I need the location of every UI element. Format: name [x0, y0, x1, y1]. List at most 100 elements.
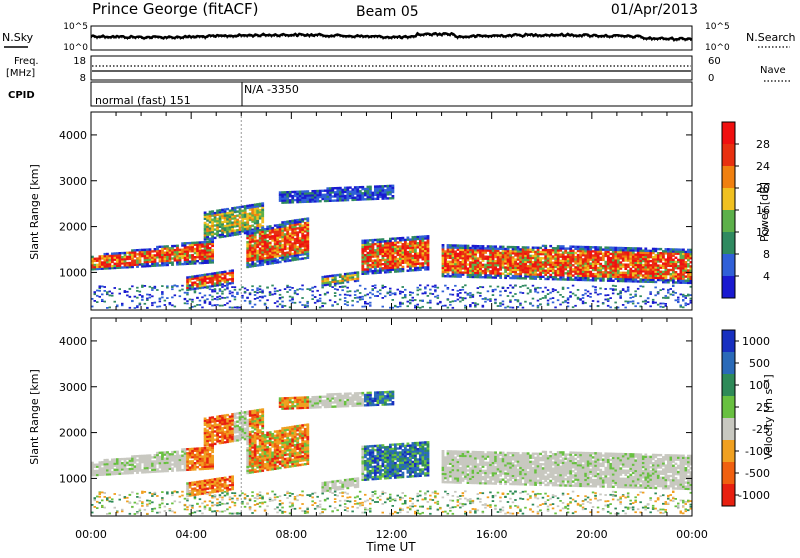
- power-cell: [296, 256, 299, 258]
- power-cell: [672, 259, 675, 261]
- power-cell: [652, 273, 655, 275]
- power-cell: [234, 207, 237, 209]
- power-cell: [229, 224, 232, 226]
- velocity-cell: [199, 454, 202, 456]
- power-cell: [121, 304, 124, 306]
- power-cell: [434, 286, 437, 288]
- power-cell: [497, 254, 500, 256]
- power-cell: [649, 266, 652, 268]
- power-cell: [291, 259, 294, 261]
- power-cell: [254, 244, 257, 246]
- power-cell: [529, 255, 532, 257]
- power-cell: [211, 233, 214, 235]
- power-cell: [387, 261, 390, 263]
- power-cell: [574, 272, 577, 274]
- power-cell: [544, 295, 547, 297]
- velocity-cell: [201, 455, 204, 457]
- power-cell: [457, 273, 460, 275]
- power-cell: [356, 190, 359, 192]
- power-cell: [680, 275, 683, 277]
- power-cell: [672, 252, 675, 254]
- power-cell: [261, 221, 264, 223]
- power-cell: [191, 254, 194, 256]
- power-cell: [367, 258, 370, 260]
- power-cell: [639, 254, 642, 256]
- power-cell: [254, 236, 257, 238]
- power-cell: [572, 264, 575, 266]
- power-cell: [266, 244, 269, 246]
- power-cell: [569, 245, 572, 247]
- power-cell: [467, 272, 470, 274]
- power-cell: [397, 241, 400, 243]
- power-cell: [351, 300, 354, 302]
- power-cell: [256, 250, 259, 252]
- power-cell: [359, 292, 362, 294]
- power-cell: [184, 257, 187, 259]
- velocity-cell: [206, 457, 209, 459]
- velocity-cell: [114, 458, 117, 460]
- power-cell: [191, 244, 194, 246]
- power-cell: [111, 292, 114, 294]
- power-cell: [449, 304, 452, 306]
- power-cell: [687, 276, 690, 278]
- power-cell: [369, 196, 372, 198]
- power-cell: [589, 293, 592, 295]
- velocity-cell: [109, 461, 112, 463]
- power-cell: [562, 247, 565, 249]
- velocity-cell: [184, 469, 187, 471]
- power-cell: [477, 266, 480, 268]
- power-cell: [670, 254, 673, 256]
- power-cell: [372, 270, 375, 272]
- power-cell: [552, 272, 555, 274]
- power-cell: [549, 257, 552, 259]
- velocity-cell: [129, 464, 132, 466]
- power-cell: [271, 262, 274, 264]
- power-cell: [139, 303, 142, 305]
- power-cell: [326, 292, 329, 294]
- power-cell: [584, 267, 587, 269]
- power-cell: [224, 208, 227, 210]
- velocity-cell: [209, 433, 212, 435]
- power-cell: [216, 218, 219, 220]
- power-cell: [442, 246, 445, 248]
- power-cell: [339, 193, 342, 195]
- power-cell: [577, 250, 580, 252]
- power-cell: [271, 254, 274, 256]
- power-cell: [299, 191, 302, 193]
- power-cell: [236, 219, 239, 221]
- colorbar-tick-label: 24: [756, 160, 770, 173]
- power-cell: [467, 267, 470, 269]
- velocity-cell: [94, 470, 97, 472]
- power-cell: [294, 199, 297, 201]
- velocity-cell: [164, 453, 167, 455]
- power-cell: [469, 296, 472, 298]
- power-cell: [687, 265, 690, 267]
- power-cell: [552, 276, 555, 278]
- power-cell: [682, 257, 685, 259]
- velocity-cell: [114, 469, 117, 471]
- power-cell: [344, 300, 347, 302]
- power-cell: [387, 185, 390, 187]
- power-cell: [632, 262, 635, 264]
- power-cell: [384, 185, 387, 187]
- power-cell: [246, 231, 249, 233]
- power-cell: [94, 264, 97, 266]
- power-cell: [254, 250, 257, 252]
- velocity-cell: [206, 465, 209, 467]
- power-cell: [166, 262, 169, 264]
- power-cell: [304, 247, 307, 249]
- power-cell: [256, 287, 259, 289]
- power-cell: [387, 187, 390, 189]
- power-cell: [374, 259, 377, 261]
- power-cell: [349, 191, 352, 193]
- power-cell: [519, 267, 522, 269]
- power-cell: [392, 187, 395, 189]
- power-cell: [361, 260, 364, 262]
- power-cell: [96, 290, 99, 292]
- power-cell: [532, 285, 535, 287]
- power-cell: [574, 279, 577, 281]
- power-cell: [677, 259, 680, 261]
- power-cell: [377, 291, 380, 293]
- power-cell: [452, 289, 455, 291]
- power-cell: [652, 279, 655, 281]
